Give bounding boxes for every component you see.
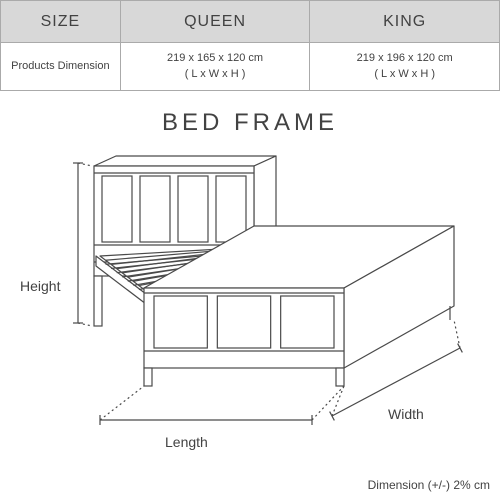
row-label: Products Dimension: [1, 43, 121, 91]
queen-cell: 219 x 165 x 120 cm ( L x W x H ): [120, 43, 310, 91]
page-title: BED FRAME: [0, 109, 500, 137]
height-label: Height: [20, 278, 60, 294]
king-sub: ( L x W x H ): [374, 68, 435, 80]
table-row: Products Dimension 219 x 165 x 120 cm ( …: [1, 43, 500, 91]
width-label: Width: [388, 406, 424, 422]
bed-svg: [0, 148, 500, 458]
dimensions-table: SIZE QUEEN KING Products Dimension 219 x…: [0, 0, 500, 91]
queen-sub: ( L x W x H ): [185, 68, 246, 80]
king-dim: 219 x 196 x 120 cm: [357, 52, 453, 64]
header-king: KING: [310, 1, 500, 43]
header-queen: QUEEN: [120, 1, 310, 43]
king-cell: 219 x 196 x 120 cm ( L x W x H ): [310, 43, 500, 91]
bed-diagram: Height Length Width: [0, 148, 500, 458]
header-size: SIZE: [1, 1, 121, 43]
queen-dim: 219 x 165 x 120 cm: [167, 52, 263, 64]
length-label: Length: [165, 434, 208, 450]
tolerance-note: Dimension (+/-) 2% cm: [368, 478, 490, 492]
